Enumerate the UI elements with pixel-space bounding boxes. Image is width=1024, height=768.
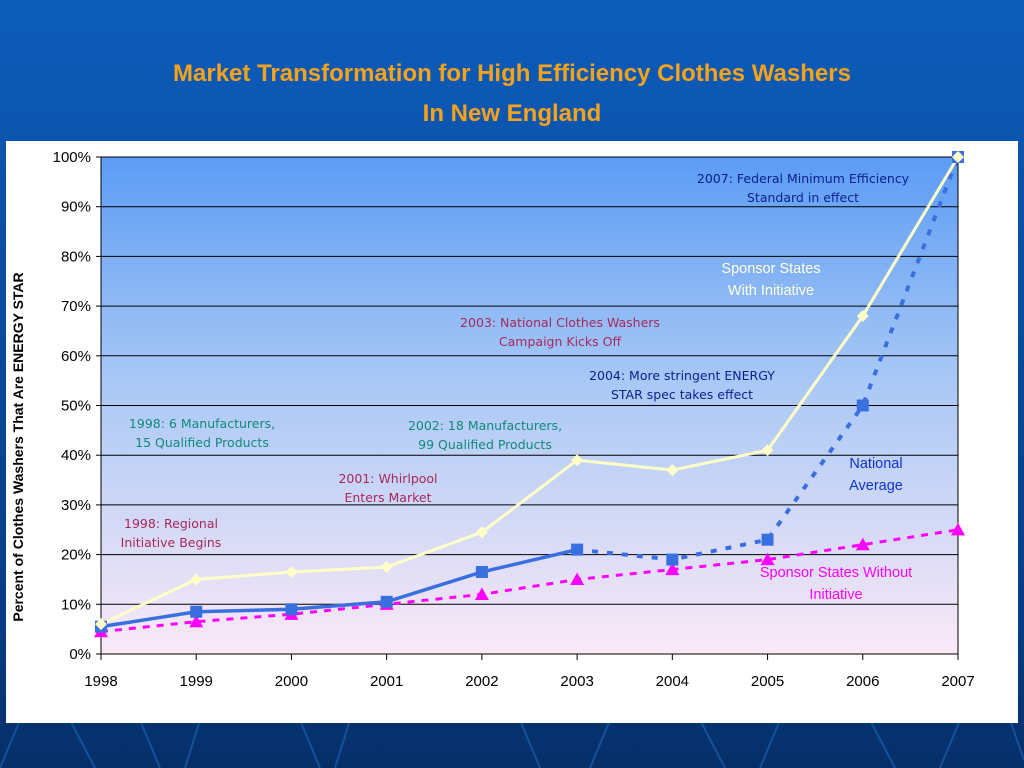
marker-national-average	[856, 399, 869, 412]
annotation-2004-energy-star-spec-1: 2004: More stringent ENERGY	[589, 368, 775, 383]
marker-sponsor-without-initiative	[855, 537, 870, 551]
annotation-2001-whirlpool-2: Enters Market	[344, 490, 431, 505]
y-tick-label: 90%	[61, 199, 91, 216]
series-line-sponsor-without-initiative	[100, 528, 959, 634]
y-tick-label: 80%	[61, 248, 91, 265]
marker-sponsor-with-initiative	[856, 310, 869, 323]
line-chart: 0% 10% 20% 30% 40% 50% 60% 70% 80% 90% 100% 1998 199…	[10, 149, 975, 690]
marker-sponsor-without-initiative	[474, 587, 489, 600]
series-line-sponsor-with-initiative	[100, 156, 960, 626]
annotation-2003-campaign-2: Campaign Kicks Off	[499, 334, 622, 349]
x-tick-label: 2002	[465, 673, 498, 690]
marker-national-average	[571, 543, 584, 556]
annotation-2004-energy-star-spec-2: STAR spec takes effect	[611, 387, 753, 402]
y-tick-label: 0%	[69, 646, 91, 663]
annotation-layer: 2007: Federal Minimum Efficiency Standard…	[121, 171, 913, 603]
series-line-national-average	[100, 547, 578, 629]
marker-sponsor-with-initiative	[475, 526, 488, 539]
annotation-sponsor-states-with-initiative-1: Sponsor States	[721, 261, 820, 277]
marker-sponsor-with-initiative	[95, 618, 107, 631]
grid-lines	[101, 206, 958, 605]
y-tick-label: 50%	[61, 398, 91, 415]
x-tick-label: 2003	[560, 673, 593, 690]
marker-sponsor-with-initiative	[571, 454, 584, 467]
marker-sponsor-without-initiative	[570, 572, 585, 586]
annotation-2002-manufacturers-1: 2002: 18 Manufacturers,	[408, 418, 562, 433]
annotation-1998-manufacturers-2: 15 Qualified Products	[135, 435, 269, 450]
slide-title-line-1: Market Transformation for High Efficienc…	[173, 60, 851, 87]
y-axis-label: Percent of Clothes Washers That Are ENER…	[10, 272, 26, 621]
x-tick-label: 1999	[180, 673, 213, 690]
annotation-sponsor-states-without-initiative-1: Sponsor States Without	[760, 565, 912, 581]
y-tick-label: 20%	[61, 547, 91, 564]
chart-panel: 0% 10% 20% 30% 40% 50% 60% 70% 80% 90% 100% 1998 199…	[6, 141, 1018, 723]
marker-national-average	[380, 595, 393, 608]
annotation-2003-campaign-1: 2003: National Clothes Washers	[460, 315, 660, 330]
marker-sponsor-without-initiative	[760, 552, 775, 566]
marker-sponsor-with-initiative	[285, 565, 298, 578]
marker-national-average	[761, 533, 774, 546]
marker-national-average	[285, 603, 298, 616]
annotation-2002-manufacturers-2: 99 Qualified Products	[418, 437, 552, 452]
marker-national-average	[190, 605, 203, 618]
annotation-sponsor-states-without-initiative-2: Initiative	[809, 587, 862, 603]
x-tick-label: 1998	[84, 673, 117, 690]
marker-national-average	[475, 565, 488, 578]
y-tick-label: 40%	[61, 447, 91, 464]
marker-sponsor-without-initiative	[189, 614, 204, 628]
annotation-2001-whirlpool-1: 2001: Whirlpool	[338, 471, 437, 486]
axes: 0% 10% 20% 30% 40% 50% 60% 70% 80% 90% 100% 1998 199…	[53, 149, 975, 690]
annotation-2007-federal-standard-1: 2007: Federal Minimum Efficiency	[697, 171, 910, 186]
x-tick-label: 2000	[275, 673, 308, 690]
annotation-sponsor-states-with-initiative-2: With Initiative	[728, 283, 814, 299]
marker-sponsor-with-initiative	[952, 151, 964, 163]
x-tick-label: 2001	[370, 673, 403, 690]
annotation-2007-federal-standard-2: Standard in effect	[747, 190, 859, 205]
y-tick-label: 10%	[61, 596, 91, 613]
marker-national-average	[666, 553, 679, 566]
slide-title-line-2: In New England	[422, 100, 602, 127]
marker-sponsor-with-initiative	[380, 561, 393, 574]
marker-sponsor-with-initiative	[190, 573, 203, 586]
x-tick-label: 2004	[656, 673, 689, 690]
series-layer	[94, 151, 965, 638]
bottom-decoration	[0, 720, 1024, 768]
annotation-1998-manufacturers-1: 1998: 6 Manufacturers,	[129, 416, 275, 431]
y-tick-label: 60%	[61, 348, 91, 365]
x-tick-label: 2006	[846, 673, 879, 690]
x-tick-label: 2007	[941, 673, 974, 690]
series-line-national-average-projected	[576, 156, 960, 562]
y-tick-label: 70%	[61, 298, 91, 315]
marker-sponsor-with-initiative	[666, 464, 679, 477]
annotation-1998-regional-initiative-2: Initiative Begins	[121, 535, 222, 550]
y-tick-label: 30%	[61, 497, 91, 514]
marker-sponsor-without-initiative	[665, 562, 680, 576]
x-tick-label: 2005	[751, 673, 784, 690]
annotation-national-average-1: National	[849, 456, 902, 472]
marker-sponsor-without-initiative	[951, 522, 965, 536]
annotation-national-average-2: Average	[849, 478, 903, 494]
y-tick-label: 100%	[53, 149, 91, 166]
annotation-1998-regional-initiative-1: 1998: Regional	[124, 516, 218, 531]
marker-sponsor-with-initiative	[761, 444, 774, 457]
